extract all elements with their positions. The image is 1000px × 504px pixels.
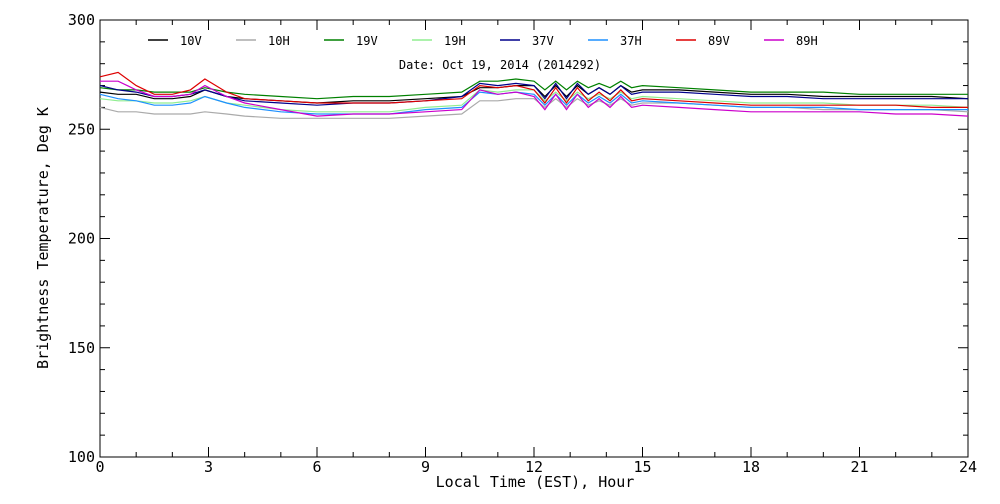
axes-group: 0 3 6 9 12 15 18 21 24 100 150 200 250 300 bbox=[68, 11, 977, 476]
x-tick-label: 24 bbox=[959, 458, 977, 476]
series-line-89h bbox=[100, 80, 969, 117]
legend-label-19h: 19H bbox=[444, 34, 466, 48]
legend-label-19v: 19V bbox=[356, 34, 378, 48]
y-tick-label: 100 bbox=[68, 448, 95, 466]
legend-label-89h: 89H bbox=[796, 34, 818, 48]
x-tick-label: 0 bbox=[95, 458, 104, 476]
legend-label-10v: 10V bbox=[180, 34, 202, 48]
x-tick-label: 9 bbox=[421, 458, 430, 476]
legend-label-89v: 89V bbox=[708, 34, 730, 48]
x-tick-label: 18 bbox=[742, 458, 760, 476]
x-tick-label: 21 bbox=[850, 458, 868, 476]
series-line-89v bbox=[99, 71, 968, 109]
chart-title: Date: Oct 19, 2014 (2014292) bbox=[399, 58, 601, 72]
legend-label-10h: 10H bbox=[268, 34, 290, 48]
x-tick-label: 15 bbox=[633, 458, 651, 476]
x-tick-label: 12 bbox=[525, 458, 543, 476]
x-tick-label: 3 bbox=[204, 458, 213, 476]
series-line-19v bbox=[99, 78, 968, 100]
x-tick-label: 6 bbox=[312, 458, 321, 476]
y-tick-label: 200 bbox=[68, 230, 95, 248]
y-tick-label: 250 bbox=[68, 120, 95, 138]
series-group bbox=[99, 71, 969, 119]
y-tick-label: 150 bbox=[68, 339, 95, 357]
x-axis-label: Local Time (EST), Hour bbox=[436, 473, 635, 491]
series-line-37v bbox=[99, 82, 968, 106]
series-line-37h bbox=[99, 91, 968, 115]
legend: 10V 10H 19V 19H 37V 37H 89V 89H bbox=[148, 34, 818, 48]
legend-label-37h: 37H bbox=[620, 34, 642, 48]
y-tick-label: 300 bbox=[68, 11, 95, 29]
y-axis-label: Brightness Temperature, Deg K bbox=[34, 107, 52, 369]
legend-label-37v: 37V bbox=[532, 34, 554, 48]
